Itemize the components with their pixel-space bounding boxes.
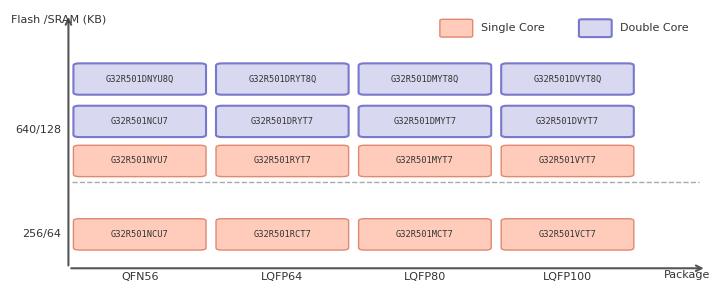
Text: G32R501MCT7: G32R501MCT7 — [396, 230, 454, 239]
FancyBboxPatch shape — [579, 19, 612, 37]
FancyBboxPatch shape — [501, 63, 634, 95]
FancyBboxPatch shape — [73, 145, 206, 177]
Text: G32R501RYT7: G32R501RYT7 — [253, 156, 311, 165]
Text: Single Core: Single Core — [480, 23, 544, 33]
Text: G32R501DMYT7: G32R501DMYT7 — [393, 117, 456, 126]
FancyBboxPatch shape — [216, 145, 348, 177]
FancyBboxPatch shape — [359, 219, 491, 250]
FancyBboxPatch shape — [440, 19, 472, 37]
Text: 256/64: 256/64 — [22, 229, 61, 239]
FancyBboxPatch shape — [73, 219, 206, 250]
Text: G32R501RCT7: G32R501RCT7 — [253, 230, 311, 239]
FancyBboxPatch shape — [501, 145, 634, 177]
FancyBboxPatch shape — [501, 106, 634, 137]
Text: 640/128: 640/128 — [15, 125, 61, 135]
Text: G32R501NYU7: G32R501NYU7 — [111, 156, 168, 165]
FancyBboxPatch shape — [359, 106, 491, 137]
FancyBboxPatch shape — [73, 106, 206, 137]
Text: G32R501MYT7: G32R501MYT7 — [396, 156, 454, 165]
Text: G32R501DRYT7: G32R501DRYT7 — [251, 117, 314, 126]
Text: G32R501DRYT8Q: G32R501DRYT8Q — [248, 75, 317, 84]
Text: G32R501DVYT8Q: G32R501DVYT8Q — [534, 75, 602, 84]
Text: G32R501DNYU8Q: G32R501DNYU8Q — [106, 75, 174, 84]
Text: G32R501VCT7: G32R501VCT7 — [539, 230, 596, 239]
Text: LQFP64: LQFP64 — [261, 272, 303, 283]
FancyBboxPatch shape — [501, 219, 634, 250]
FancyBboxPatch shape — [216, 219, 348, 250]
FancyBboxPatch shape — [216, 63, 348, 95]
FancyBboxPatch shape — [73, 63, 206, 95]
Text: Flash /SRAM (KB): Flash /SRAM (KB) — [12, 14, 107, 24]
Text: G32R501NCU7: G32R501NCU7 — [111, 230, 168, 239]
FancyBboxPatch shape — [359, 145, 491, 177]
Text: Package: Package — [664, 270, 710, 280]
Text: LQFP100: LQFP100 — [543, 272, 592, 283]
Text: LQFP80: LQFP80 — [404, 272, 446, 283]
Text: G32R501VYT7: G32R501VYT7 — [539, 156, 596, 165]
Text: G32R501DVYT7: G32R501DVYT7 — [536, 117, 599, 126]
Text: Double Core: Double Core — [619, 23, 688, 33]
Text: QFN56: QFN56 — [121, 272, 158, 283]
Text: G32R501DMYT8Q: G32R501DMYT8Q — [391, 75, 459, 84]
Text: G32R501NCU7: G32R501NCU7 — [111, 117, 168, 126]
FancyBboxPatch shape — [216, 106, 348, 137]
FancyBboxPatch shape — [359, 63, 491, 95]
